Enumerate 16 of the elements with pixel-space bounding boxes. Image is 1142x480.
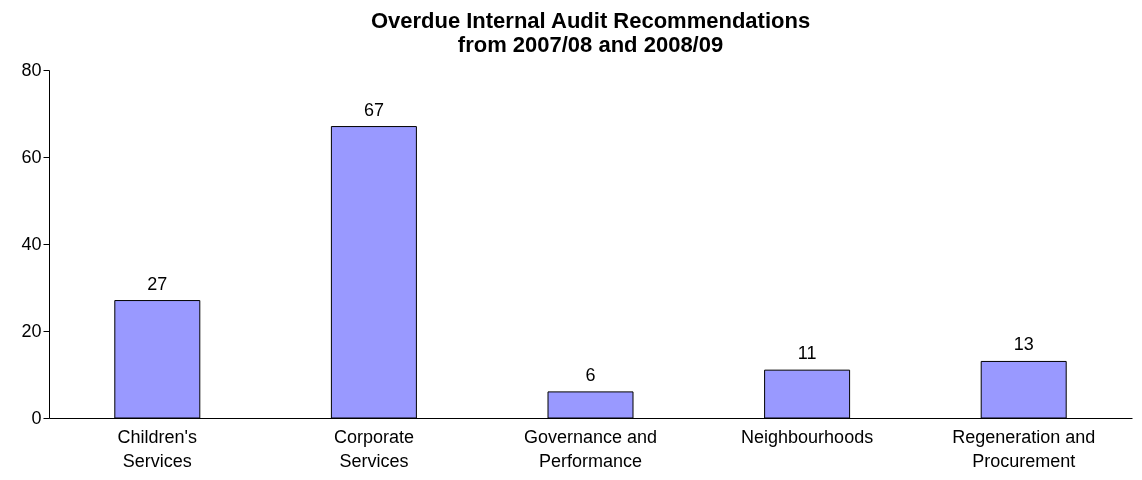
x-tick-label: Regeneration and Procurement (952, 426, 1096, 471)
data-label: 6 (585, 364, 596, 385)
data-label: 27 (147, 273, 168, 294)
y-tick-label: 0 (31, 407, 42, 428)
x-tick-label: Children's Services (117, 426, 198, 471)
x-tick-label: Neighbourhoods (741, 426, 874, 447)
y-tick-label: 40 (21, 233, 42, 254)
data-label: 67 (363, 99, 384, 120)
x-tick-label: Governance and Performance (523, 426, 658, 471)
y-tick-label: 80 (21, 59, 42, 80)
chart-title: Overdue Internal Audit Recommendations from 2007/08 and 2008/09 (370, 8, 811, 57)
data-label: 13 (1013, 334, 1034, 355)
x-tick-label: Corporate Services (333, 426, 414, 471)
y-tick-label: 20 (21, 320, 42, 341)
y-tick-label: 60 (21, 146, 42, 167)
data-label: 11 (797, 343, 817, 364)
